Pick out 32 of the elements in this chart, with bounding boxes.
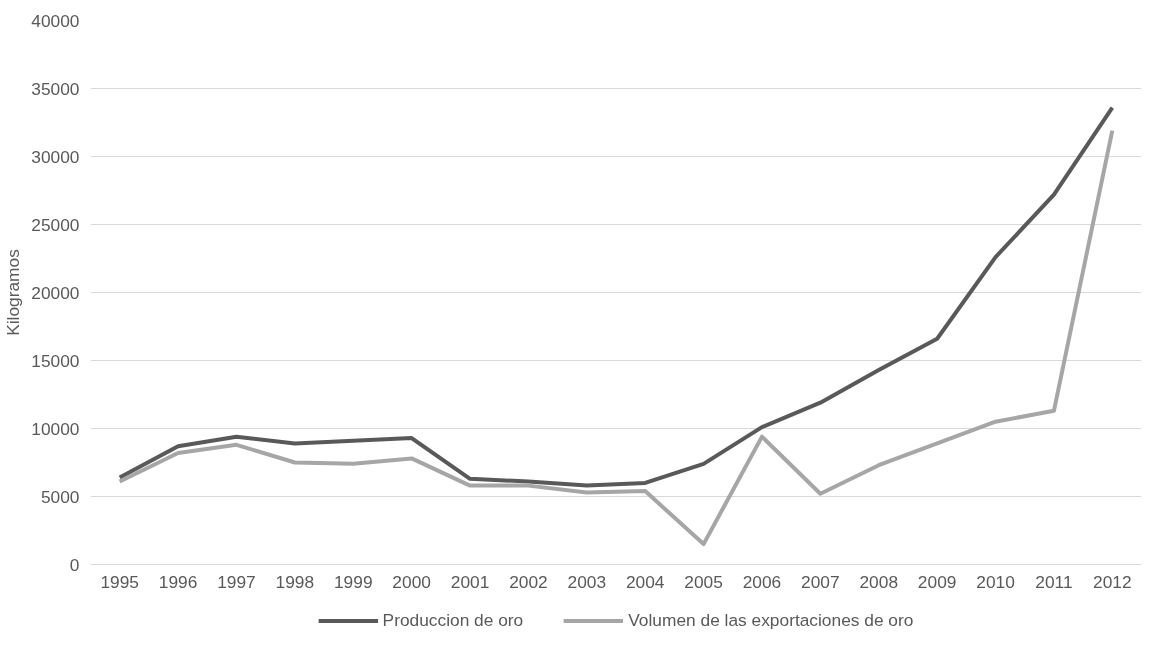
y-tick-label: 35000 [31, 78, 80, 99]
y-tick-label: 40000 [31, 10, 80, 31]
x-tick-label: 2000 [392, 571, 431, 592]
legend-label: Produccion de oro [382, 609, 524, 631]
legend-label: Volumen de las exportaciones de oro [628, 609, 914, 631]
y-tick-label: 15000 [31, 350, 80, 371]
y-tick-label: 20000 [31, 282, 80, 303]
x-tick-label: 1995 [100, 571, 139, 592]
x-tick-label: 2011 [1035, 571, 1073, 592]
x-tick-label: 1997 [217, 571, 256, 592]
y-tick-label: 25000 [31, 214, 80, 235]
x-tick-label: 1999 [333, 571, 373, 592]
line-series [117, 128, 1115, 547]
x-tick-label: 2006 [742, 571, 782, 592]
line-series [117, 105, 1115, 488]
y-tick-label: 5000 [40, 486, 80, 507]
x-tick-label: 2007 [801, 571, 840, 592]
x-tick-label: 2003 [567, 571, 607, 592]
y-axis-title: Kilogramos [3, 248, 24, 336]
x-tick-label: 2002 [509, 571, 548, 592]
x-tick-label: 2008 [859, 571, 899, 592]
x-tick-label: 2010 [976, 571, 1015, 592]
y-tick-label: 10000 [31, 418, 80, 439]
y-tick-label: 30000 [31, 146, 80, 167]
x-tick-label: 2009 [917, 571, 957, 592]
x-tick-label: 2004 [625, 571, 665, 592]
x-tick-label: 1998 [275, 571, 315, 592]
x-tick-label: 2005 [684, 571, 723, 592]
x-tick-label: 2012 [1093, 571, 1132, 592]
x-tick-label: 1996 [158, 571, 198, 592]
y-tick-label: 0 [69, 554, 80, 575]
x-tick-label: 2001 [450, 571, 490, 592]
